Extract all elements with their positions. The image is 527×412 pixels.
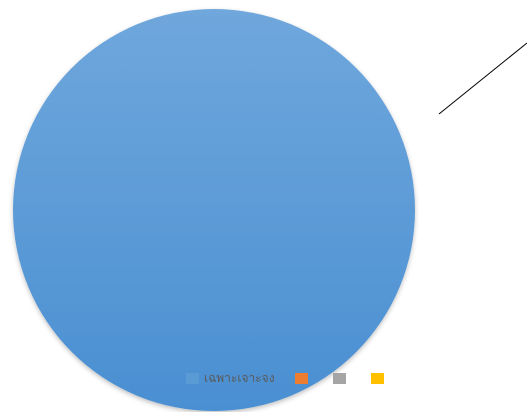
legend-swatch-2 bbox=[332, 372, 346, 384]
legend-swatch-1 bbox=[294, 372, 308, 384]
legend-item bbox=[332, 372, 351, 384]
leader-line bbox=[438, 42, 527, 115]
pie-slices bbox=[13, 9, 415, 411]
legend-item bbox=[294, 372, 313, 384]
legend-swatch-3 bbox=[370, 372, 384, 384]
legend-label-0: เฉพาะเจาะจง bbox=[204, 371, 275, 385]
legend-item bbox=[370, 372, 389, 384]
legend-swatch-0 bbox=[186, 372, 199, 384]
legend-item: เฉพาะเจาะจง bbox=[186, 370, 275, 386]
pie-slice-0 bbox=[13, 9, 415, 411]
legend: เฉพาะเจาะจง bbox=[186, 370, 409, 386]
